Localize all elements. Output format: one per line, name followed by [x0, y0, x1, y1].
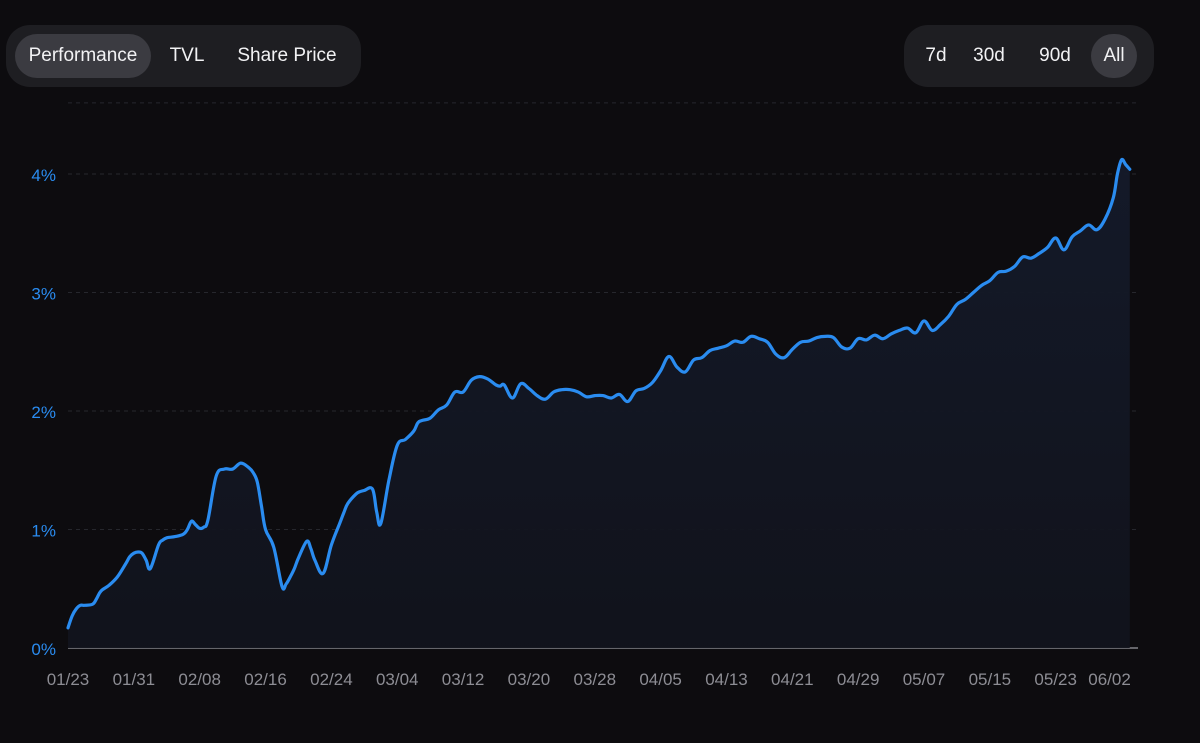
- x-tick-label: 05/07: [903, 670, 946, 689]
- y-tick-label: 0%: [31, 640, 56, 659]
- x-tick-label: 03/28: [573, 670, 616, 689]
- range-7d-button[interactable]: 7d: [925, 45, 947, 66]
- x-tick-label: 04/13: [705, 670, 748, 689]
- metric-tab-group: Performance TVL Share Price: [6, 25, 361, 87]
- y-tick-label: 1%: [31, 522, 56, 541]
- line-layer: [66, 157, 1132, 630]
- tab-share-price[interactable]: Share Price: [237, 45, 337, 66]
- y-tick-label: 2%: [31, 403, 56, 422]
- range-tab-group: 7d 30d 90d All: [904, 25, 1154, 87]
- x-tick-label: 02/16: [244, 670, 287, 689]
- performance-area: [68, 159, 1130, 648]
- x-axis: 01/23 01/31 02/08 02/16 02/24 03/04 03/12 03/20…: [47, 670, 1131, 689]
- x-tick-label: 04/21: [771, 670, 814, 689]
- x-tick-label: 04/29: [837, 670, 880, 689]
- x-tick-label: 03/04: [376, 670, 419, 689]
- x-tick-label: 01/31: [113, 670, 156, 689]
- performance-line: [66, 157, 1132, 630]
- x-tick-label: 02/08: [178, 670, 221, 689]
- range-all-button[interactable]: All: [1091, 34, 1137, 78]
- x-tick-label: 06/02: [1088, 670, 1131, 689]
- tab-performance[interactable]: Performance: [15, 34, 151, 78]
- y-tick-label: 3%: [31, 285, 56, 304]
- x-tick-label: 03/20: [508, 670, 551, 689]
- x-tick-label: 03/12: [442, 670, 485, 689]
- range-30d-button[interactable]: 30d: [973, 45, 1005, 66]
- y-axis: 0% 1% 2% 3% 4%: [31, 166, 56, 659]
- x-tick-label: 05/23: [1034, 670, 1077, 689]
- range-90d-button[interactable]: 90d: [1039, 45, 1071, 66]
- x-tick-label: 04/05: [639, 670, 682, 689]
- x-tick-label: 05/15: [969, 670, 1012, 689]
- x-tick-label: 02/24: [310, 670, 353, 689]
- tab-tvl[interactable]: TVL: [169, 45, 205, 66]
- area-layer: [68, 159, 1130, 648]
- x-tick-label: 01/23: [47, 670, 90, 689]
- y-tick-label: 4%: [31, 166, 56, 185]
